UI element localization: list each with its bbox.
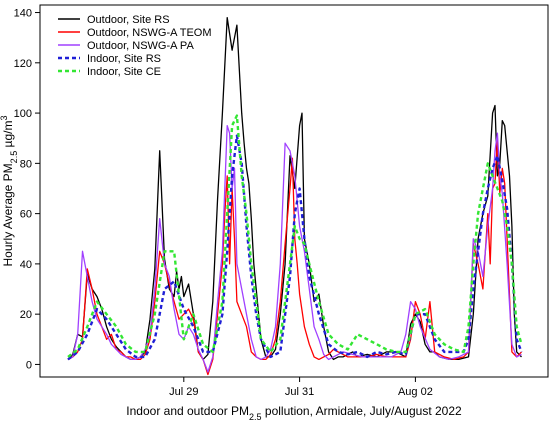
y-tick-label: 20 bbox=[20, 309, 32, 321]
x-tick-label: Jul 31 bbox=[285, 386, 314, 398]
x-tick-label: Aug 02 bbox=[398, 386, 433, 398]
y-axis-label: Hourly Average PM2.5 µg/m3 bbox=[0, 116, 19, 267]
y-tick-label: 80 bbox=[20, 158, 32, 170]
x-axis: Jul 29 Jul 31 Aug 02 bbox=[169, 377, 433, 398]
svg-text:Hourly Average PM2.5 µg/m3: Hourly Average PM2.5 µg/m3 bbox=[0, 116, 19, 267]
legend-label-2: Outdoor, NSWG-A PA bbox=[87, 40, 194, 52]
series-group bbox=[67, 16, 523, 376]
x-tick-label: Jul 29 bbox=[169, 386, 198, 398]
y-tick-label: 120 bbox=[14, 58, 32, 70]
series-line-4 bbox=[67, 114, 523, 358]
y-tick-label: 0 bbox=[26, 359, 32, 371]
series-line-3 bbox=[67, 134, 523, 361]
legend-label-4: Indoor, Site CE bbox=[87, 66, 161, 78]
x-axis-label: Indoor and outdoor PM2.5 pollution, Armi… bbox=[126, 404, 462, 422]
legend-label-0: Outdoor, Site RS bbox=[87, 14, 170, 26]
y-axis: 0 20 40 60 80 100 120 140 bbox=[14, 8, 40, 371]
legend-label-3: Indoor, Site RS bbox=[87, 53, 161, 65]
legend-label-1: Outdoor, NSWG-A TEOM bbox=[87, 27, 212, 39]
y-tick-label: 100 bbox=[14, 108, 32, 120]
plot-frame bbox=[39, 4, 549, 378]
y-tick-label: 140 bbox=[14, 8, 32, 20]
y-tick-label: 60 bbox=[20, 209, 32, 221]
y-tick-label: 40 bbox=[20, 259, 32, 271]
series-line-2 bbox=[67, 124, 522, 373]
